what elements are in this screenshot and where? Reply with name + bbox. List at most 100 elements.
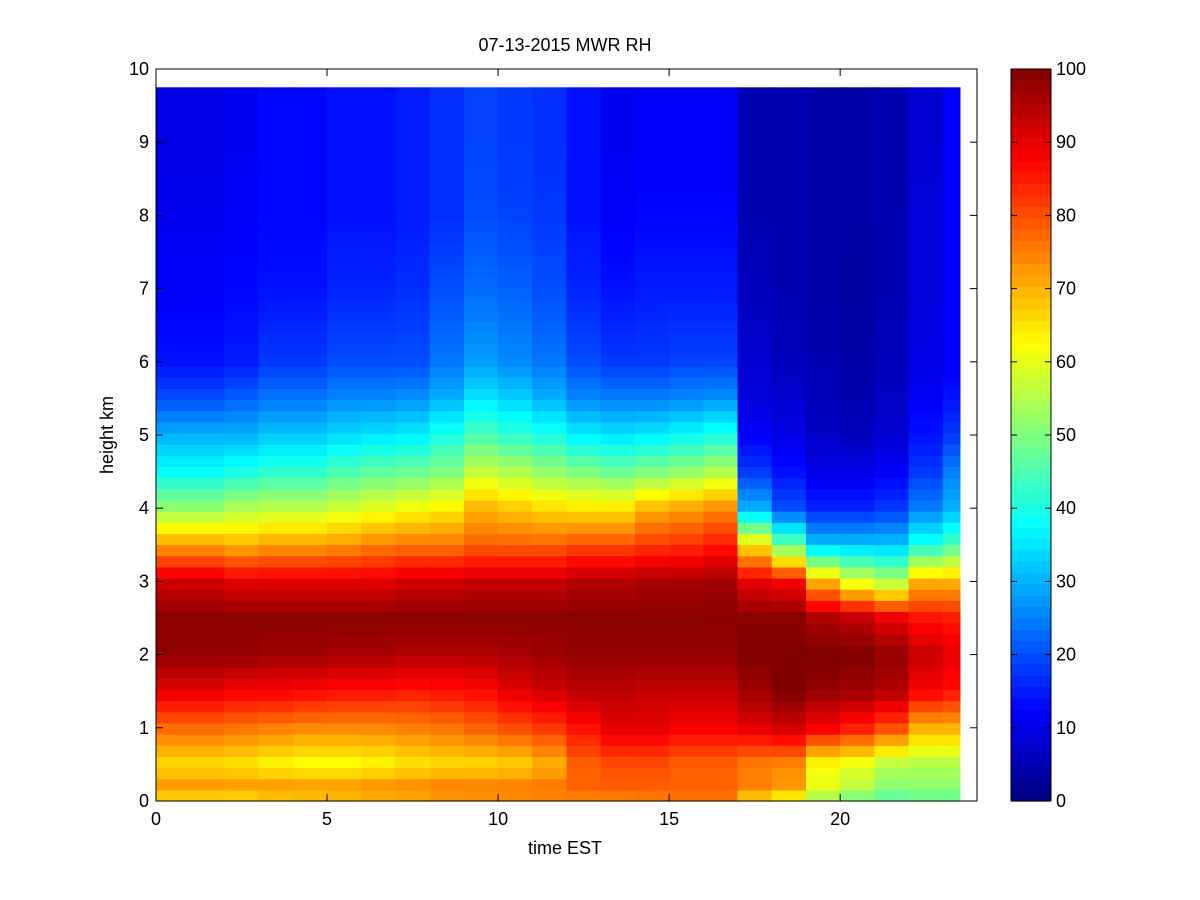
heatmap-cell xyxy=(532,254,568,267)
colorbar-swatch xyxy=(1011,720,1051,733)
heatmap-cell xyxy=(703,221,739,233)
heatmap-cell xyxy=(840,388,875,401)
heatmap-cell xyxy=(156,466,191,479)
heatmap-cell xyxy=(703,533,739,546)
y-tick-label: 8 xyxy=(139,205,149,225)
heatmap-cell xyxy=(840,120,875,133)
heatmap-cell xyxy=(190,656,226,668)
heatmap-cell xyxy=(361,131,397,144)
heatmap-cell xyxy=(771,455,807,468)
heatmap-cell xyxy=(532,265,568,278)
heatmap-cell xyxy=(874,711,910,724)
heatmap-cell xyxy=(669,477,704,490)
heatmap-cell xyxy=(327,577,362,590)
heatmap-cell xyxy=(156,410,191,423)
heatmap-cell xyxy=(224,455,260,468)
heatmap-cell xyxy=(361,288,397,300)
heatmap-cell xyxy=(258,221,294,233)
heatmap-cell xyxy=(600,265,636,278)
x-tick-label: 15 xyxy=(659,809,679,829)
heatmap-cell xyxy=(805,120,841,133)
heatmap-cell xyxy=(395,209,431,222)
heatmap-cell xyxy=(361,421,397,434)
heatmap-cell xyxy=(703,555,739,568)
heatmap-cell xyxy=(361,366,397,378)
heatmap-cell xyxy=(395,611,431,624)
heatmap-cell xyxy=(805,667,841,679)
heatmap-cell xyxy=(805,678,841,691)
heatmap-cell xyxy=(942,388,961,401)
heatmap-cell xyxy=(292,131,328,144)
heatmap-cell xyxy=(292,689,328,702)
heatmap-cell xyxy=(805,366,841,378)
heatmap-cell xyxy=(463,488,499,501)
heatmap-cell xyxy=(463,745,499,757)
heatmap-cell xyxy=(634,433,670,445)
heatmap-cell xyxy=(703,399,739,412)
colorbar-swatch xyxy=(1011,400,1051,413)
heatmap-cell xyxy=(361,187,397,200)
heatmap-cell xyxy=(532,98,568,111)
heatmap-cell xyxy=(874,689,910,702)
heatmap-cell xyxy=(463,533,499,546)
heatmap-cell xyxy=(840,756,875,769)
colorbar-swatch xyxy=(1011,469,1051,482)
heatmap-cell xyxy=(942,288,961,300)
heatmap-cell xyxy=(566,399,602,412)
heatmap-cell xyxy=(361,388,397,401)
colorbar-swatch xyxy=(1011,320,1051,333)
heatmap-cell xyxy=(600,667,636,679)
heatmap-cell xyxy=(703,343,739,356)
heatmap-cell xyxy=(429,221,465,233)
heatmap-cell xyxy=(669,109,704,122)
heatmap-cell xyxy=(361,354,397,367)
heatmap-cell xyxy=(190,243,226,256)
heatmap-cell xyxy=(737,511,773,523)
heatmap-cell xyxy=(669,544,704,557)
heatmap-cell xyxy=(874,421,910,434)
heatmap-cell xyxy=(600,87,636,100)
heatmap-cell xyxy=(840,555,875,568)
heatmap-cell xyxy=(737,98,773,111)
heatmap-cell xyxy=(737,399,773,412)
heatmap-cell xyxy=(908,131,944,144)
heatmap-cell xyxy=(840,466,875,479)
heatmap-cell xyxy=(429,410,465,423)
heatmap-cell xyxy=(874,533,910,546)
heatmap-cell xyxy=(600,354,636,367)
heatmap-cell xyxy=(942,511,961,523)
heatmap-cell xyxy=(292,98,328,111)
heatmap-cell xyxy=(532,321,568,334)
heatmap-cell xyxy=(429,399,465,412)
heatmap-cell xyxy=(942,488,961,501)
heatmap-cell xyxy=(429,254,465,267)
heatmap-cell xyxy=(190,622,226,635)
heatmap-cell xyxy=(498,678,533,691)
heatmap-cell xyxy=(669,533,704,546)
heatmap-cell xyxy=(361,689,397,702)
heatmap-cell xyxy=(669,165,704,178)
heatmap-cell xyxy=(669,600,704,613)
heatmap-cell xyxy=(840,332,875,345)
heatmap-cell xyxy=(805,288,841,300)
heatmap-cell xyxy=(840,187,875,200)
heatmap-cell xyxy=(942,98,961,111)
heatmap-cell xyxy=(498,165,533,178)
colorbar-swatch xyxy=(1011,549,1051,562)
heatmap-cell xyxy=(190,310,226,323)
heatmap-cell xyxy=(600,143,636,155)
heatmap-cell xyxy=(805,399,841,412)
heatmap-cell xyxy=(600,343,636,356)
heatmap-cell xyxy=(498,388,533,401)
heatmap-cell xyxy=(703,633,739,646)
heatmap-cell xyxy=(498,354,533,367)
heatmap-cell xyxy=(156,667,191,679)
heatmap-cell xyxy=(463,109,499,122)
heatmap-cell xyxy=(908,622,944,635)
heatmap-cell xyxy=(532,745,568,757)
heatmap-cell xyxy=(292,299,328,311)
heatmap-cell xyxy=(669,700,704,713)
heatmap-cell xyxy=(258,377,294,389)
heatmap-cell xyxy=(942,756,961,769)
heatmap-cell xyxy=(292,622,328,635)
